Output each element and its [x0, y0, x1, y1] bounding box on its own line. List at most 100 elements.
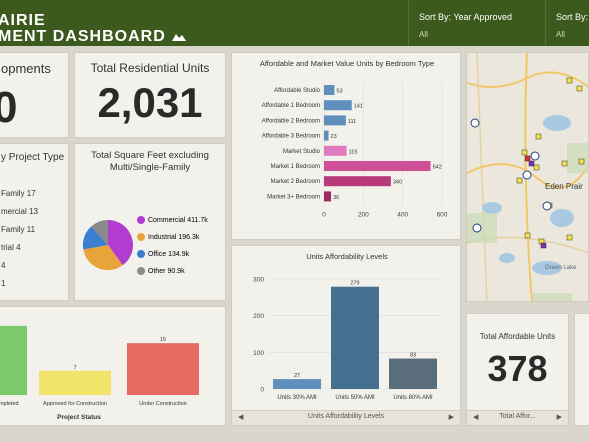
map-town-label: Eden Prair: [545, 182, 583, 191]
next-arrow-icon[interactable]: ▶: [448, 414, 454, 421]
bedroom-bar: [324, 145, 347, 156]
project-type-title: y Project Type: [1, 152, 65, 163]
bedroom-xtick-label: 400: [397, 212, 408, 219]
bedroom-bar: [324, 161, 431, 171]
bedroom-bar: [324, 130, 329, 141]
bedroom-category-label: Market 1 Bedroom: [271, 164, 320, 170]
map-view[interactable]: Eden Prair Green Lake: [467, 53, 589, 302]
kpi-developments-panel: opments 0: [0, 52, 69, 138]
pie-slice-commercial: [108, 220, 134, 266]
bedroom-value-label: 115: [349, 149, 358, 155]
afford-ytick-label: 200: [253, 313, 264, 320]
afford-bar: [389, 358, 437, 389]
kpi-units-value: 2,031: [97, 79, 203, 126]
afford-chart-title: Units Affordability Levels: [306, 252, 388, 261]
bedroom-category-label: Affordable 1 Bedroom: [262, 103, 320, 109]
prev-arrow-icon[interactable]: ◀: [473, 414, 479, 421]
project-type-panel: y Project Type Family 17 mercial 13 Fami…: [0, 143, 69, 301]
afford-bar: [331, 286, 379, 389]
dashboard-header: AIRIE MENT DASHBOARD Sort By: Year Appro…: [0, 0, 589, 46]
bedroom-bar: [324, 191, 332, 202]
affordability-chart-panel: Units Affordability Levels 0 100 200 300 27 Un…: [231, 245, 461, 426]
afford-category-label: Units 50% AMI: [335, 395, 375, 401]
affordable-units-footer-label: Total Affor...: [499, 413, 536, 420]
pie-legend: Commercial 411.7k Industrial 196.3k Offi…: [137, 216, 208, 284]
afford-category-label: Units 80% AMI: [393, 395, 433, 401]
bedroom-bar: [324, 100, 352, 111]
map-panel[interactable]: Eden Prair Green Lake: [466, 52, 589, 302]
afford-value-label: 279: [350, 281, 359, 287]
affordability-footer: ◀ Units Affordability Levels ▶: [232, 410, 460, 425]
bedroom-value-label: 53: [336, 89, 342, 95]
affordability-footer-label: Units Affordability Levels: [307, 413, 385, 420]
project-type-item: Family 11: [1, 225, 36, 234]
square-feet-panel: Total Square Feet excluding Multi/Single…: [74, 143, 226, 301]
status-bar: [39, 370, 111, 395]
bedroom-value-label: 23: [331, 134, 337, 140]
logo-icon: [172, 33, 187, 41]
project-type-item: trial 4: [1, 243, 21, 252]
bedroom-value-label: 340: [393, 180, 402, 186]
next-arrow-icon[interactable]: ▶: [556, 414, 562, 421]
sort-second-label: Sort By: P: [556, 12, 589, 22]
prev-arrow-icon[interactable]: ◀: [238, 414, 244, 421]
pie-legend-item: Other 90.9k: [137, 267, 208, 284]
square-feet-title: Total Square Feet excluding Multi/Single…: [91, 150, 209, 173]
status-category-label: mpleted: [0, 401, 19, 407]
pie-slice-office: [82, 226, 108, 250]
project-status-panel: mpleted 7 Approved for Construction 15 Under…: [0, 306, 226, 426]
status-bar: [127, 343, 199, 395]
afford-value-label: 27: [294, 373, 300, 379]
bedroom-category-label: Market 3+ Bedroom: [267, 194, 320, 200]
bedroom-chart-title: Affordable and Market Value Units by Bed…: [260, 59, 434, 68]
bedroom-xtick-label: 0: [322, 212, 326, 219]
map-highway-shields: [470, 118, 552, 233]
affordable-units-panel: Total Affordable Units 378 ◀ Total Affor…: [466, 313, 569, 426]
kpi-units-title: Total Residential Units: [90, 61, 210, 75]
afford-value-label: 83: [410, 353, 416, 359]
afford-ytick-label: 300: [253, 277, 264, 284]
kpi-units-panel: Total Residential Units 2,031: [74, 52, 226, 138]
square-feet-pie: [82, 220, 134, 271]
project-type-item: mercial 13: [1, 207, 38, 216]
affordable-units-value: 378: [487, 348, 548, 389]
bedroom-bar: [324, 115, 346, 126]
bedroom-category-label: Affordable 3 Bedroom: [262, 134, 320, 140]
sort-second-dropdown[interactable]: Sort By: P All: [545, 0, 589, 46]
bedroom-value-label: 141: [354, 104, 363, 110]
status-value-label: 15: [160, 337, 166, 343]
project-status-chart: mpleted 7 Approved for Construction 15 Under…: [0, 325, 199, 421]
bedroom-value-label: 542: [433, 165, 442, 171]
bedroom-xtick-label: 600: [437, 212, 448, 219]
sort-second-value: All: [556, 30, 565, 39]
affordable-units-footer: ◀ Total Affor... ▶: [467, 410, 568, 425]
bedroom-value-label: 36: [333, 195, 339, 201]
bedroom-category-label: Affordable 2 Bedroom: [262, 118, 320, 124]
pie-slice-other: [91, 220, 108, 245]
dashboard-title-line1: AIRIE: [0, 12, 46, 29]
sort-year-label: Sort By: Year Approved: [419, 12, 513, 22]
sort-year-approved-dropdown[interactable]: Sort By: Year Approved All: [408, 0, 545, 46]
afford-ytick-label: 0: [260, 387, 264, 394]
kpi-developments-value: 0: [0, 83, 64, 133]
status-axis-label: Project Status: [57, 414, 101, 421]
bedroom-type-chart: Affordable and Market Value Units by Bed…: [260, 59, 448, 219]
next-panel-edge: [574, 313, 589, 426]
dashboard-title-text: MENT DASHBOARD: [0, 28, 166, 45]
project-type-item: 1: [1, 279, 6, 288]
afford-category-label: Units 30% AMI: [277, 395, 317, 401]
afford-ytick-label: 100: [253, 350, 264, 357]
bedroom-bar: [324, 85, 335, 95]
pie-legend-item: Commercial 411.7k: [137, 216, 208, 233]
project-type-item: 4: [1, 261, 6, 270]
map-lake-label: Green Lake: [545, 265, 577, 271]
project-type-item: Family 17: [1, 189, 36, 198]
bedroom-category-label: Market Studio: [283, 149, 321, 155]
bedroom-category-label: Affordable Studio: [274, 88, 321, 94]
status-category-label: Under Construction: [139, 401, 186, 407]
bedroom-chart-panel: Affordable and Market Value Units by Bed…: [231, 52, 461, 240]
bedroom-bar: [324, 176, 391, 187]
pie-legend-item: Industrial 196.3k: [137, 233, 208, 250]
kpi-developments-title: opments: [1, 61, 51, 76]
affordability-levels-chart: Units Affordability Levels 0 100 200 300 27 Un…: [253, 252, 442, 401]
